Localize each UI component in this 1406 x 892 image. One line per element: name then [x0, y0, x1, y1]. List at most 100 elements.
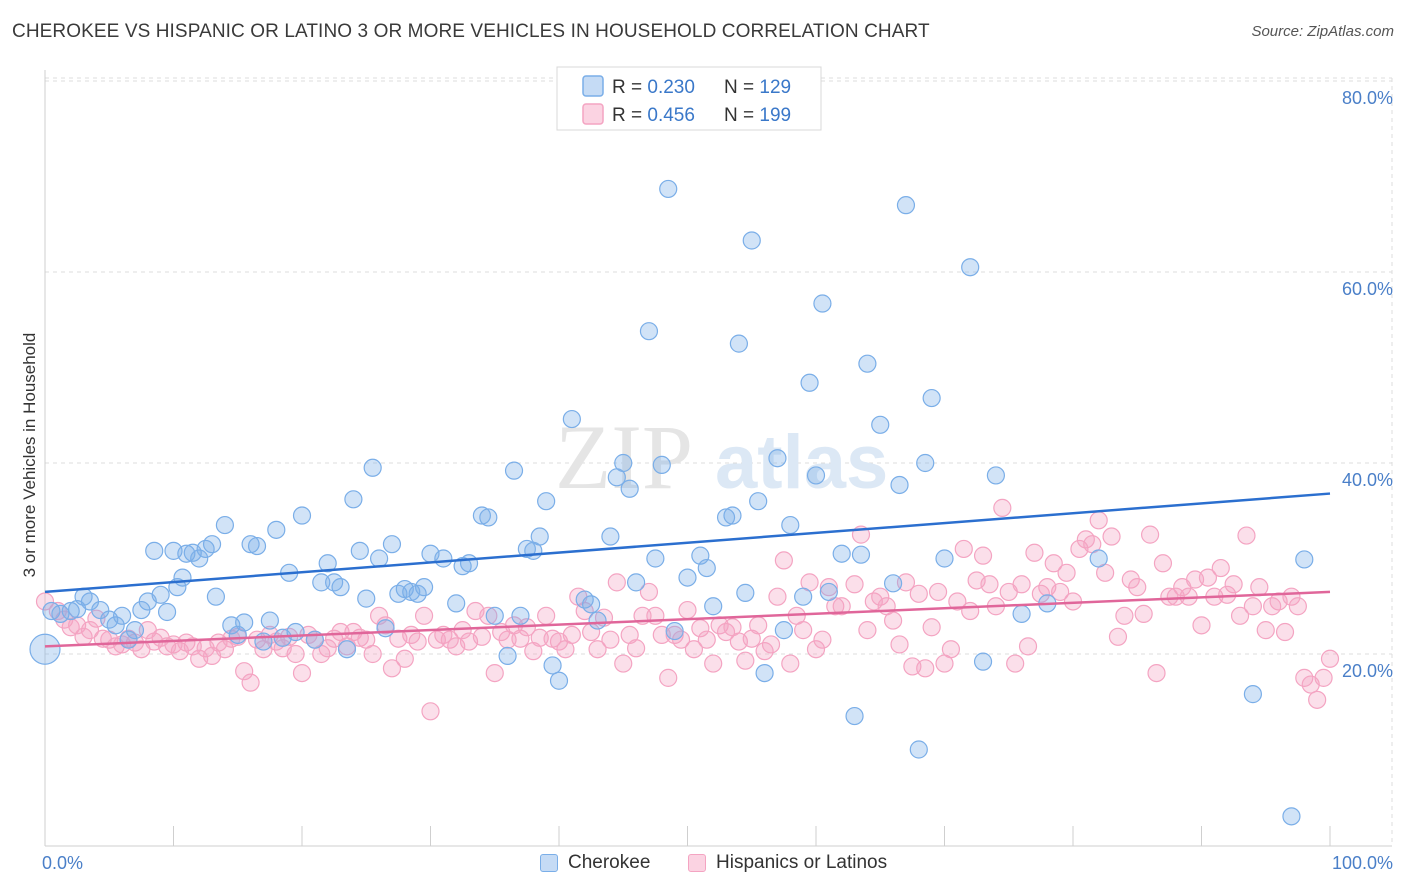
cherokee-point-25 [202, 535, 222, 554]
hispanics-point-145 [980, 575, 999, 594]
y-tick-labels: 20.0% 40.0% 60.0% 80.0% [1342, 88, 1393, 681]
cherokee-point-69 [517, 539, 536, 559]
cherokee-point-107 [819, 582, 838, 602]
legend-item-hispanics[interactable]: Hispanics or Latinos [688, 852, 887, 874]
hispanics-point-91 [626, 639, 646, 658]
cherokee-point-48 [357, 589, 376, 608]
cherokee-point-46 [344, 490, 363, 509]
cherokee-point-32 [247, 536, 267, 556]
hispanics-point-69 [485, 663, 504, 683]
hispanics-point-30 [235, 662, 254, 681]
hispanics-point-100 [684, 640, 704, 659]
legend-n-value-0: 129 [759, 77, 791, 98]
axes [44, 70, 1392, 847]
hispanics-point-27 [215, 640, 234, 659]
cherokee-point-126 [1243, 685, 1263, 704]
cherokee-point-74 [549, 671, 569, 690]
hispanics-point-193 [1288, 597, 1307, 616]
hispanics-point-62 [440, 630, 459, 649]
cherokee-point-109 [845, 706, 864, 726]
legend-item-cherokee[interactable]: Cherokee [540, 852, 650, 874]
cherokee-point-110 [851, 545, 871, 564]
legend-r-value-0: 0.230 [647, 77, 695, 98]
cherokee-point-85 [646, 549, 665, 568]
hispanics-point-186 [1243, 597, 1263, 616]
bottom-legend: Cherokee Hispanics or Latinos [0, 852, 1406, 878]
cherokee-point-34 [260, 611, 279, 630]
hispanics-point-155 [1044, 554, 1063, 573]
hispanics-point-137 [928, 582, 948, 602]
hispanics-point-179 [1198, 568, 1218, 587]
hispanics-point-134 [909, 584, 928, 603]
hispanics-point-141 [954, 539, 973, 559]
cherokee-point-60 [447, 594, 466, 613]
x-tick-label-100: 100.0% [1332, 853, 1393, 873]
cherokee-point-12 [125, 621, 145, 640]
hispanics-point-194 [1295, 668, 1314, 687]
series-hispanics-points [35, 498, 1340, 721]
cherokee-point-111 [858, 354, 877, 373]
hispanics-point-174 [1166, 587, 1185, 606]
cherokee-point-27 [215, 515, 234, 535]
hispanics-point-6 [80, 621, 100, 640]
cherokee-point-65 [485, 606, 504, 625]
hispanics-point-58 [414, 606, 434, 625]
hispanics-point-89 [614, 654, 633, 673]
cherokee-point-102 [781, 515, 800, 535]
hispanics-point-67 [472, 627, 491, 646]
hispanics-point-124 [845, 575, 864, 594]
legend-n-label-0: N = [724, 77, 759, 98]
hispanics-point-114 [774, 551, 793, 570]
cherokee-point-96 [736, 583, 755, 602]
hispanics-point-128 [871, 587, 890, 606]
hispanics-point-149 [1006, 654, 1025, 673]
cherokee-point-23 [190, 549, 209, 568]
cherokee-point-115 [896, 196, 916, 215]
legend-swatch-0 [582, 75, 604, 97]
hispanics-point-172 [1153, 554, 1173, 573]
cherokee-point-77 [582, 595, 601, 614]
legend-label-cherokee: Cherokee [568, 852, 651, 873]
hispanics-point-185 [1237, 526, 1256, 545]
cherokee-point-125 [1089, 549, 1108, 568]
x-tick-label-0: 0.0% [42, 853, 83, 873]
hispanics-point-131 [890, 635, 909, 654]
hispanics-point-188 [1256, 621, 1275, 640]
hispanics-point-3 [61, 618, 80, 637]
cherokee-point-62 [459, 554, 479, 573]
y-tick-label-60: 60.0% [1342, 279, 1393, 299]
hispanics-point-197 [1314, 668, 1333, 687]
hispanics-point-136 [922, 618, 941, 637]
hispanics-point-147 [993, 498, 1012, 517]
cherokee-point-118 [922, 388, 941, 408]
hispanics-point-77 [537, 606, 556, 625]
cherokee-point-97 [742, 231, 761, 250]
hispanics-point-88 [607, 573, 626, 592]
hispanics-point-156 [1051, 582, 1070, 602]
cherokee-point-117 [916, 453, 935, 473]
hispanics-point-110 [749, 616, 768, 635]
hispanics-point-111 [755, 642, 774, 661]
hispanics-point-102 [697, 630, 716, 649]
cherokee-point-59 [434, 549, 453, 568]
cherokee-point-86 [652, 455, 671, 475]
hispanics-point-150 [1012, 575, 1031, 594]
cherokee-point-52 [382, 535, 402, 554]
cherokee-point-83 [626, 573, 646, 592]
cherokee-point-44 [331, 578, 350, 597]
hispanics-point-171 [1147, 663, 1166, 683]
cherokee-point-93 [716, 508, 736, 527]
hispanics-point-119 [806, 640, 826, 659]
cherokee-point-123 [1012, 604, 1031, 623]
hispanics-point-31 [241, 673, 260, 692]
cherokee-point-94 [723, 506, 742, 525]
hispanics-point-93 [639, 582, 659, 602]
source-label: Source: ZipAtlas.com [1251, 23, 1394, 40]
y-tick-label-40: 40.0% [1342, 470, 1393, 490]
hispanics-point-165 [1108, 627, 1128, 646]
cherokee-point-73 [543, 656, 562, 675]
cherokee-point-51 [376, 619, 395, 638]
watermark-atlas: atlas [715, 420, 888, 505]
cherokee-point-2 [51, 604, 70, 623]
legend-stats-1: R = 0.456 N = 199 [612, 105, 791, 126]
